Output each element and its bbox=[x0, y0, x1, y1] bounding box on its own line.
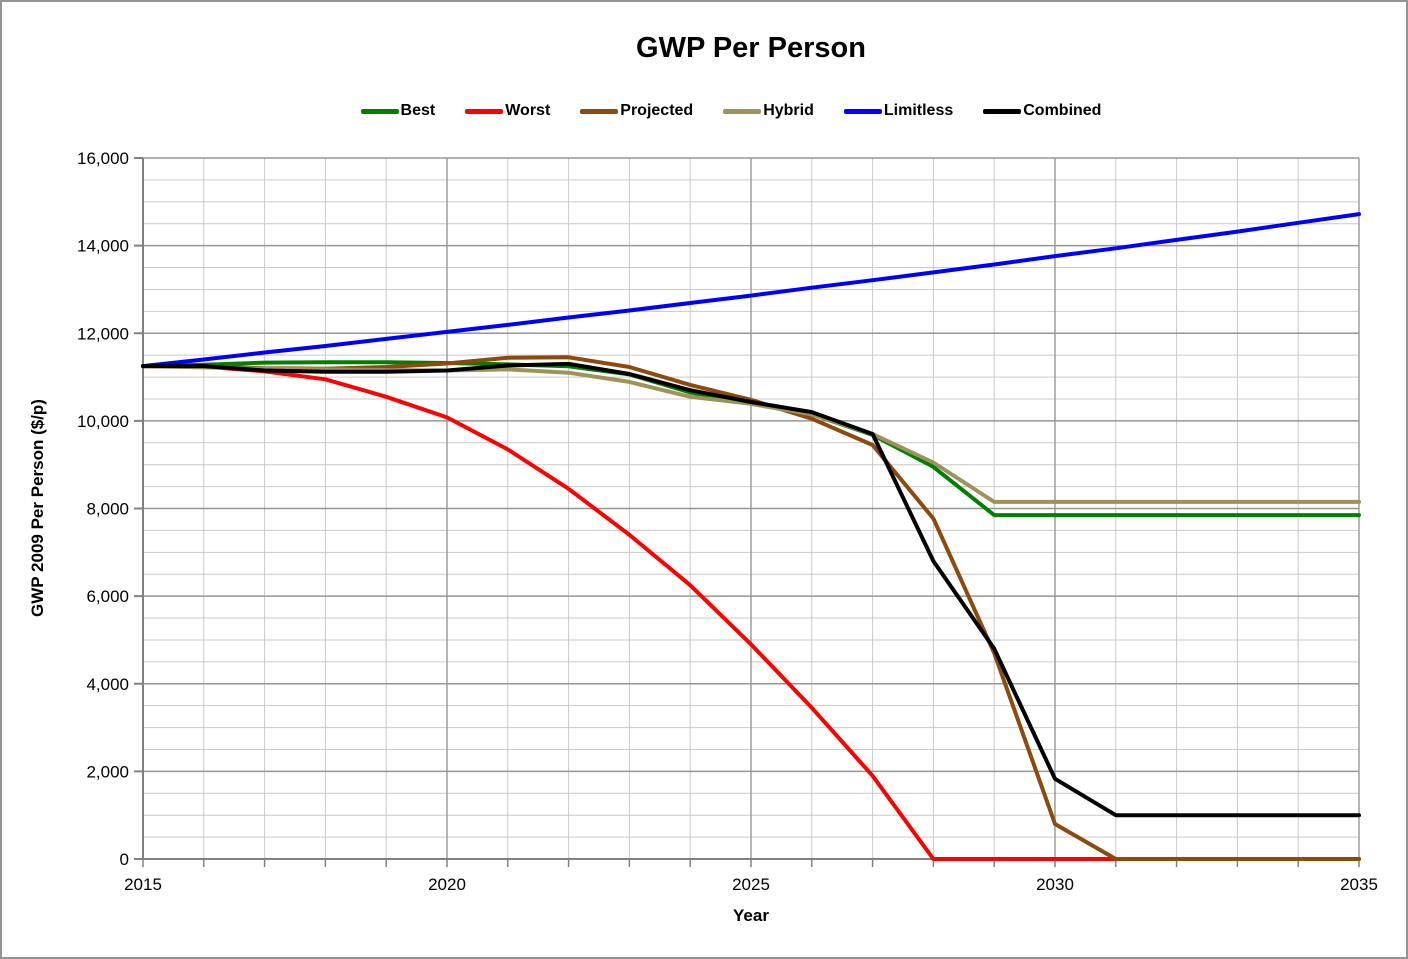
y-tick-label: 14,000 bbox=[77, 237, 129, 256]
legend-label-hybrid: Hybrid bbox=[763, 102, 814, 119]
x-tick-label: 2035 bbox=[1340, 875, 1378, 894]
legend-item-combined: Combined bbox=[983, 102, 1101, 120]
legend-swatch-worst bbox=[465, 108, 504, 114]
y-tick-label: 10,000 bbox=[77, 412, 129, 431]
x-tick-label: 2015 bbox=[124, 875, 162, 894]
legend-swatch-best bbox=[360, 108, 399, 114]
legend-label-limitless: Limitless bbox=[883, 102, 954, 119]
legend-swatch-projected bbox=[580, 108, 619, 114]
legend-label-best: Best bbox=[400, 102, 436, 119]
legend-label-combined: Combined bbox=[1023, 102, 1102, 119]
x-axis-title: Year bbox=[733, 906, 769, 925]
y-tick-label: 6,000 bbox=[86, 587, 129, 606]
legend-item-projected: Projected bbox=[580, 102, 693, 120]
y-tick-label: 12,000 bbox=[77, 324, 129, 343]
legend-item-best: Best bbox=[360, 102, 436, 120]
y-tick-label: 4,000 bbox=[86, 675, 129, 694]
legend-label-worst: Worst bbox=[505, 102, 551, 119]
x-tick-label: 2020 bbox=[428, 875, 466, 894]
legend: Best Worst Projected Hybrid Limitless Combine… bbox=[123, 100, 1339, 122]
legend-swatch-hybrid bbox=[723, 108, 762, 114]
series-line-limitless bbox=[141, 212, 1361, 369]
series-line-combined bbox=[141, 361, 1361, 818]
x-tick-label: 2030 bbox=[1036, 875, 1074, 894]
y-tick-label: 2,000 bbox=[86, 762, 129, 781]
legend-item-limitless: Limitless bbox=[843, 102, 954, 120]
x-tick-label: 2025 bbox=[732, 875, 770, 894]
legend-item-worst: Worst bbox=[465, 102, 550, 120]
legend-swatch-limitless bbox=[843, 108, 882, 114]
legend-label-projected: Projected bbox=[620, 102, 694, 119]
y-tick-label: 0 bbox=[120, 850, 129, 869]
legend-item-hybrid: Hybrid bbox=[723, 102, 814, 120]
chart-title: GWP Per Person bbox=[636, 32, 866, 64]
y-tick-label: 8,000 bbox=[86, 500, 129, 519]
y-tick-label: 16,000 bbox=[77, 149, 129, 168]
legend-swatch-combined bbox=[983, 108, 1022, 114]
y-axis-title: GWP 2009 Per Person ($/p) bbox=[28, 399, 47, 617]
